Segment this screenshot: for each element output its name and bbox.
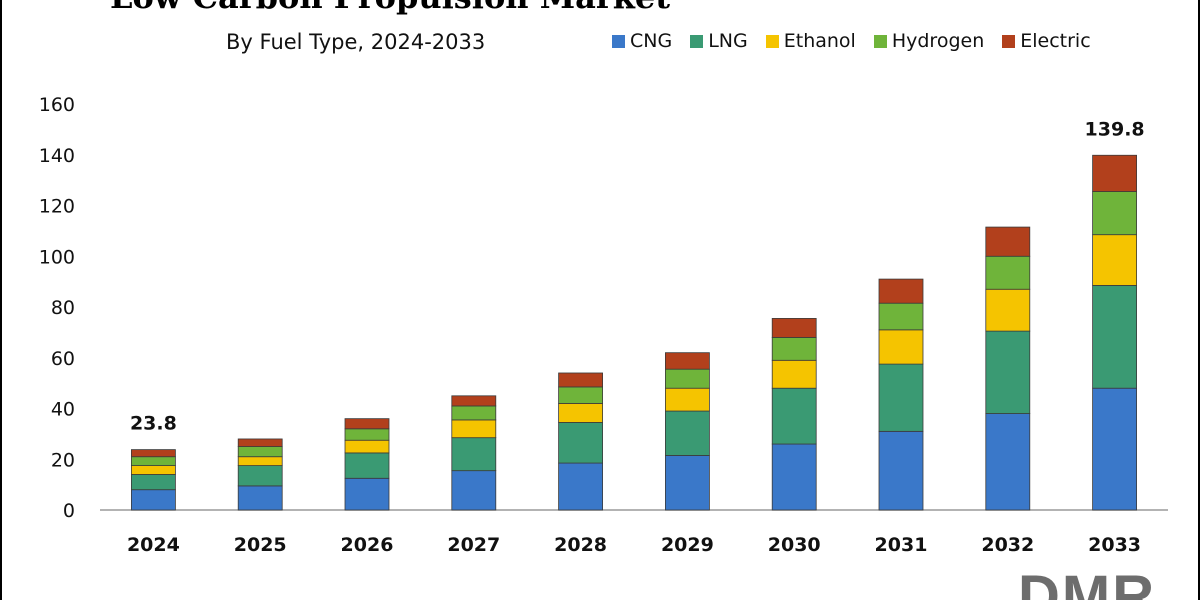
legend-item-electric: Electric	[1002, 30, 1091, 52]
bar-segment-electric-2030	[771, 318, 817, 338]
legend-label-hydrogen: Hydrogen	[891, 30, 985, 52]
chart-title: Low Carbon Propulsion Market	[110, 0, 670, 16]
y-tick-label: 120	[39, 196, 75, 218]
bar-segment-cng-2033	[1092, 387, 1137, 511]
bar-segment-ethanol-2028	[558, 403, 603, 423]
legend-label-electric: Electric	[1020, 30, 1091, 52]
y-tick-label: 160	[39, 94, 75, 116]
bar-segment-hydrogen-2031	[878, 302, 924, 331]
bar-segment-lng-2024	[130, 474, 176, 491]
bar-segment-cng-2031	[878, 430, 924, 511]
legend-swatch-hydrogen	[873, 34, 887, 48]
bar-segment-hydrogen-2029	[665, 368, 710, 389]
legend-item-hydrogen: Hydrogen	[873, 30, 985, 52]
bar-segment-hydrogen-2026	[344, 428, 390, 441]
logo-text: DMR	[1018, 564, 1156, 600]
bar-segment-hydrogen-2025	[237, 446, 283, 458]
bar-segment-ethanol-2031	[878, 329, 924, 365]
company-logo: DMR	[1018, 560, 1200, 600]
bar-segment-ethanol-2026	[344, 439, 390, 454]
legend-swatch-cng	[612, 34, 625, 48]
bar-segment-electric-2025	[237, 438, 283, 447]
x-tick-label: 2033	[1088, 534, 1141, 556]
legend-swatch-ethanol	[765, 34, 779, 48]
x-tick-label: 2028	[554, 534, 607, 556]
bar-segment-lng-2025	[237, 465, 283, 487]
y-tick-label: 40	[51, 399, 75, 421]
bar-segment-ethanol-2032	[985, 288, 1031, 332]
legend-item-cng: CNG	[612, 30, 672, 52]
bar-segment-lng-2031	[878, 363, 924, 432]
total-label-2024: 23.8	[130, 413, 177, 435]
bar-segment-lng-2029	[665, 410, 710, 456]
legend-swatch-electric	[1002, 34, 1016, 48]
bar-segment-electric-2029	[665, 352, 710, 370]
y-tick-label: 140	[39, 145, 75, 167]
bar-segment-lng-2028	[558, 422, 603, 464]
legend-swatch-lng	[690, 34, 704, 48]
total-label-2033: 139.8	[1085, 118, 1145, 140]
bar-segment-electric-2032	[985, 226, 1031, 257]
x-tick-label: 2030	[768, 534, 821, 556]
bar-segment-hydrogen-2033	[1092, 191, 1137, 236]
bar-segment-cng-2032	[985, 413, 1031, 511]
y-tick-label: 20	[51, 449, 75, 471]
x-tick-label: 2026	[341, 534, 394, 556]
bar-segment-cng-2025	[237, 485, 283, 511]
bar-segment-ethanol-2024	[130, 465, 176, 475]
legend-item-lng: LNG	[690, 30, 748, 52]
legend-label-lng: LNG	[708, 30, 748, 52]
bar-segment-hydrogen-2030	[771, 337, 817, 361]
legend-label-ethanol: Ethanol	[783, 30, 856, 52]
legend: CNG LNG Ethanol Hydrogen Electric	[612, 30, 1109, 52]
bar-segment-ethanol-2033	[1092, 234, 1137, 286]
bar-segment-ethanol-2025	[237, 456, 283, 466]
x-tick-label: 2031	[875, 534, 928, 556]
bar-segment-cng-2027	[451, 470, 497, 511]
legend-label-cng: CNG	[630, 30, 673, 52]
bar-segment-electric-2027	[451, 395, 497, 407]
y-tick-label: 80	[51, 297, 75, 319]
y-tick-label: 100	[39, 246, 75, 268]
bar-segment-hydrogen-2027	[451, 405, 497, 421]
bar-segment-hydrogen-2028	[558, 386, 603, 404]
bar-segment-ethanol-2027	[451, 419, 497, 439]
bar-segment-cng-2030	[771, 443, 817, 511]
legend-item-ethanol: Ethanol	[765, 30, 856, 52]
bar-segment-cng-2028	[558, 462, 603, 511]
bar-segment-hydrogen-2032	[985, 255, 1031, 290]
bar-segment-cng-2026	[344, 477, 390, 511]
x-tick-label: 2024	[127, 534, 180, 556]
bar-segment-lng-2033	[1092, 285, 1137, 389]
bar-segment-hydrogen-2024	[130, 456, 176, 466]
x-tick-label: 2025	[234, 534, 287, 556]
x-tick-label: 2027	[447, 534, 500, 556]
bar-segment-electric-2031	[878, 278, 924, 304]
bar-segment-lng-2030	[771, 387, 817, 445]
bar-segment-electric-2033	[1092, 154, 1137, 192]
bar-segment-lng-2032	[985, 330, 1031, 414]
bar-segment-ethanol-2029	[665, 387, 710, 412]
bar-segment-cng-2024	[130, 489, 176, 511]
chart-subtitle: By Fuel Type, 2024-2033	[226, 30, 486, 54]
bar-segment-electric-2024	[130, 449, 176, 458]
bar-segment-lng-2026	[344, 452, 390, 479]
bar-segment-cng-2029	[665, 455, 710, 511]
y-tick-label: 60	[51, 348, 75, 370]
x-tick-label: 2032	[981, 534, 1034, 556]
y-tick-label: 0	[63, 500, 75, 522]
bar-segment-lng-2027	[451, 437, 497, 472]
x-tick-label: 2029	[661, 534, 714, 556]
bar-segment-ethanol-2030	[771, 359, 817, 389]
bar-segment-electric-2026	[344, 418, 390, 430]
bar-segment-electric-2028	[558, 372, 603, 388]
